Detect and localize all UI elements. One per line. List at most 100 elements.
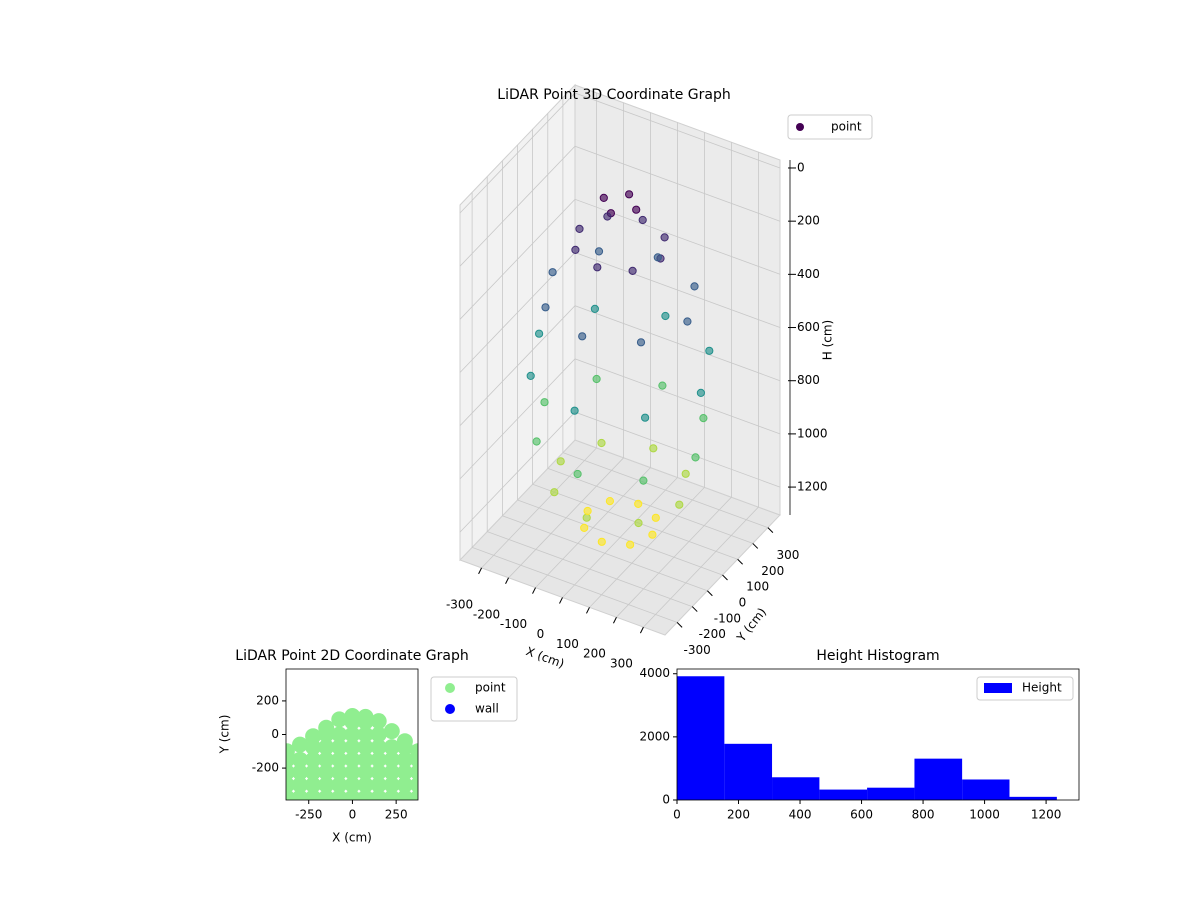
z-axis-label: H (cm) [821, 320, 835, 361]
point [344, 708, 361, 724]
y-tick-label: 0 [739, 596, 747, 610]
y-tick [737, 558, 743, 565]
bar [962, 779, 1010, 800]
chart-title: Height Histogram [816, 648, 939, 664]
plot-3d: -300-200-1000100200300-300-200-100010020… [446, 83, 873, 671]
x-tick [613, 617, 617, 624]
point [331, 789, 348, 800]
point [634, 499, 643, 508]
point [357, 776, 374, 793]
axes-frame [676, 668, 1080, 801]
point [383, 789, 400, 800]
point [705, 346, 714, 355]
y-tick-label: 200 [256, 693, 279, 707]
legend-label: point [831, 120, 862, 134]
point [641, 413, 650, 422]
grid-line [471, 192, 678, 623]
point [683, 317, 692, 326]
x-tick-label: 1000 [969, 808, 1000, 822]
z-tick-label: 800 [797, 373, 820, 387]
point [383, 723, 400, 740]
point [305, 751, 322, 768]
x-tick-label: 1200 [1031, 808, 1062, 822]
y-tick-label: 2000 [639, 729, 670, 743]
y-axis-label: Y (cm) [218, 715, 232, 755]
point [331, 711, 348, 728]
grid-line [562, 97, 769, 528]
x-tick [586, 607, 590, 614]
legend-box [430, 676, 518, 722]
x-tick-label: -200 [473, 607, 500, 621]
x-tick-label: 300 [610, 657, 633, 671]
point [580, 523, 589, 533]
point [653, 253, 662, 262]
point [370, 789, 387, 800]
grid-line [459, 92, 781, 214]
plot-2d: point wall -250 0 250 -200 0 200 X (cm) Y (cm) LiD… [218, 648, 518, 845]
point [410, 776, 418, 793]
x-tick-label: -250 [295, 808, 322, 822]
point [626, 540, 635, 549]
y-tick [767, 527, 774, 533]
point [691, 453, 700, 462]
legend-marker [445, 704, 455, 714]
grid-line [459, 358, 781, 480]
point [396, 751, 413, 768]
point [370, 713, 387, 730]
point [357, 708, 374, 725]
point [370, 776, 387, 793]
point [344, 764, 361, 781]
point [370, 751, 387, 768]
z-tick-label: 600 [797, 320, 820, 334]
point [548, 268, 557, 277]
point [597, 438, 606, 448]
y-tick-label: 300 [776, 548, 799, 562]
x-tick-label: 800 [912, 808, 935, 822]
z-tick-label: 1200 [797, 480, 828, 494]
grid-line [589, 132, 705, 608]
point [575, 224, 584, 233]
point [590, 304, 600, 313]
grid-line [562, 122, 678, 598]
y-tick-label: -200 [699, 627, 726, 641]
y-tick [707, 590, 713, 597]
point [383, 739, 400, 756]
point [383, 764, 400, 781]
point [582, 513, 591, 522]
x-tick [478, 567, 483, 575]
point [357, 726, 374, 743]
x-tick-label: 200 [727, 808, 750, 822]
point [660, 233, 669, 242]
point [318, 764, 335, 781]
point [592, 374, 601, 384]
grid-line [517, 145, 723, 576]
z-tick-label: 400 [797, 267, 820, 281]
grid-line [486, 176, 693, 607]
point [292, 764, 308, 781]
bar [772, 777, 820, 800]
point [699, 414, 708, 423]
grid-line [643, 152, 759, 628]
point [318, 776, 335, 793]
y-tick-label: -200 [252, 761, 279, 775]
chart-title: LiDAR Point 2D Coordinate Graph [235, 648, 468, 664]
point [632, 205, 641, 214]
point [410, 743, 418, 760]
point [357, 789, 374, 800]
grid-line [547, 113, 753, 544]
point [292, 736, 308, 753]
x-tick [505, 577, 509, 584]
point [331, 751, 348, 768]
bar [819, 789, 868, 800]
x-tick [639, 626, 644, 634]
point [605, 497, 615, 506]
grid-line [459, 145, 781, 267]
point [383, 776, 400, 793]
point [651, 513, 660, 522]
legend-box [976, 676, 1074, 701]
x-tick [532, 587, 536, 594]
point [396, 776, 413, 793]
point [331, 776, 348, 793]
point [396, 764, 413, 781]
point [583, 506, 592, 516]
